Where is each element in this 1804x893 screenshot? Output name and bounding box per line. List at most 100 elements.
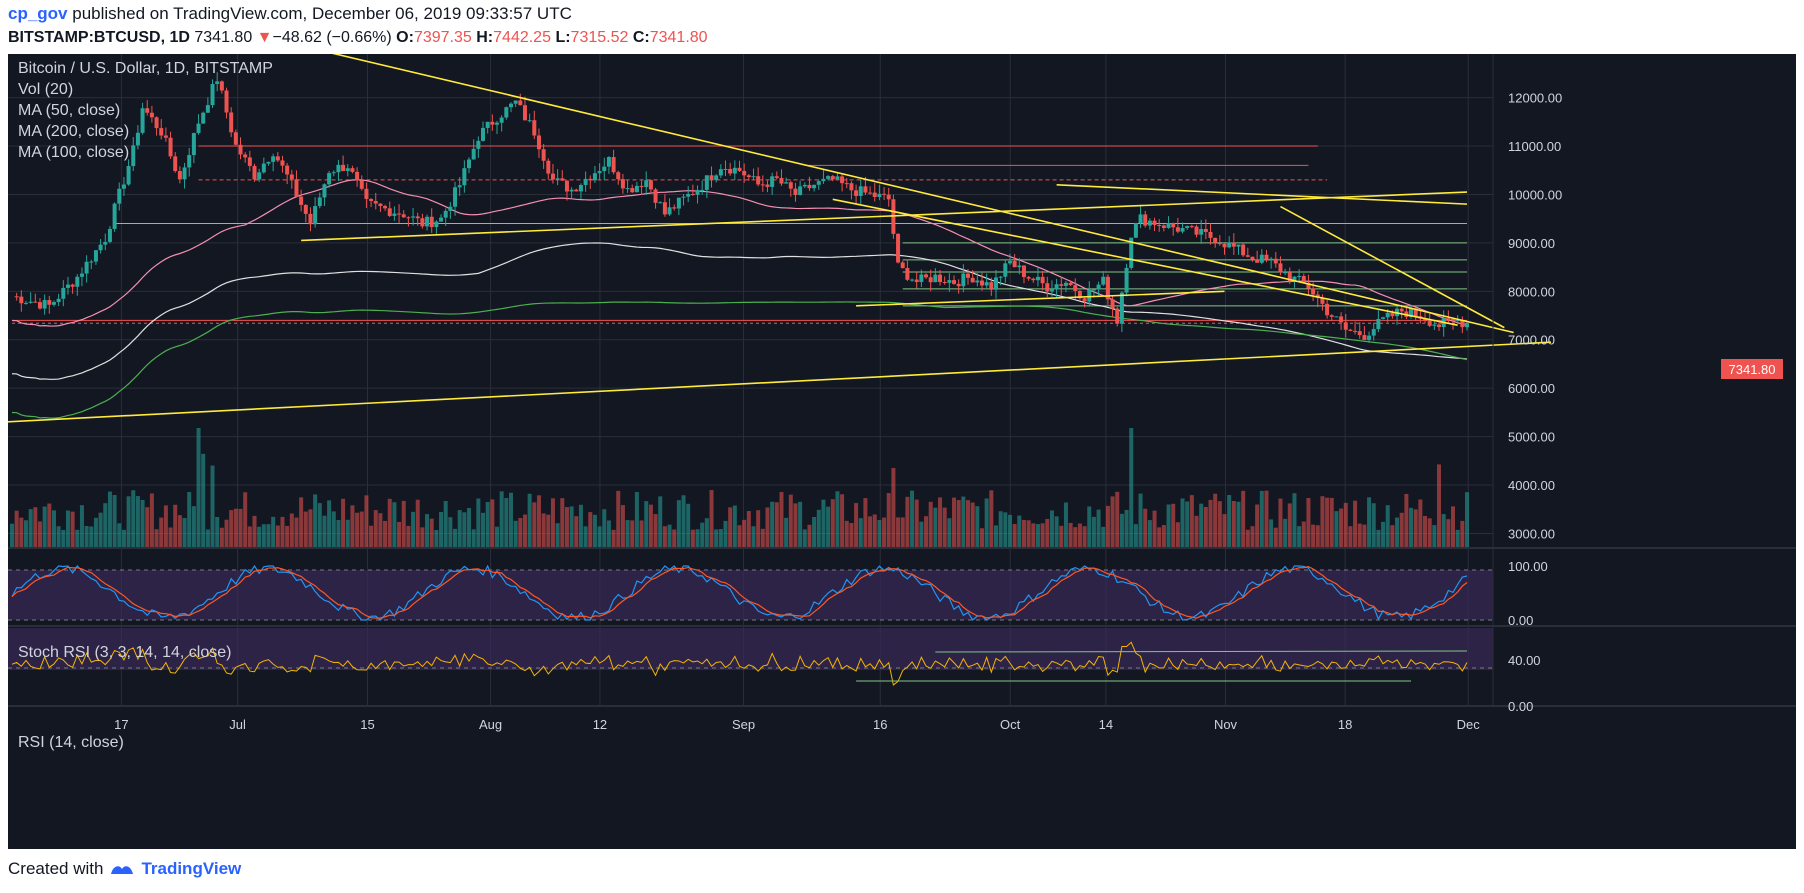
candle-body xyxy=(373,200,378,204)
candle-body xyxy=(61,287,66,299)
volume-bar xyxy=(238,508,243,548)
volume-bar xyxy=(872,514,877,548)
tradingview-link[interactable]: TradingView xyxy=(141,859,242,878)
volume-bar xyxy=(378,513,383,548)
trendlines[interactable] xyxy=(8,54,1551,423)
volume-bar xyxy=(980,528,984,548)
author-link[interactable]: cp_gov xyxy=(8,4,68,23)
candle-body xyxy=(1143,214,1148,226)
candle-body xyxy=(224,90,229,113)
candle-body xyxy=(1189,226,1194,228)
volume-bar xyxy=(131,490,136,548)
volume-bar xyxy=(331,511,336,548)
candle-body xyxy=(490,121,495,125)
price-tick-label: 4000.00 xyxy=(1508,478,1555,493)
candle-body xyxy=(453,187,458,207)
volume-bar xyxy=(639,520,644,548)
candle-body xyxy=(611,157,616,173)
candle-body xyxy=(1353,330,1358,332)
volume-bar xyxy=(42,506,47,548)
candle-body xyxy=(872,192,877,197)
candle-body xyxy=(592,173,597,181)
volume-bar xyxy=(257,526,262,548)
candle-body xyxy=(1339,316,1344,323)
candle-body xyxy=(896,233,901,263)
volume-bar xyxy=(882,517,887,548)
candle-body xyxy=(196,123,201,134)
volume-bar xyxy=(578,504,583,548)
volume-bar xyxy=(686,503,691,548)
volume-bar xyxy=(821,499,826,548)
volume-bar xyxy=(1213,493,1218,548)
candle-body xyxy=(266,161,271,164)
candle-body xyxy=(1259,254,1264,263)
long-term-support-line xyxy=(8,341,1551,423)
volume-bar xyxy=(163,505,168,548)
volume-bar xyxy=(261,524,266,548)
candle-body xyxy=(826,176,831,179)
volume-bar xyxy=(1166,504,1171,548)
candle-body xyxy=(154,117,159,129)
candle-body xyxy=(1129,237,1134,268)
volume-bar xyxy=(1385,505,1390,548)
volume-bar xyxy=(522,514,527,548)
volume-bar xyxy=(23,520,28,548)
volume-bar xyxy=(933,507,938,548)
candle-body xyxy=(103,241,108,245)
x-tick-label: 17 xyxy=(114,717,128,732)
candle-body xyxy=(569,189,574,192)
stoch-d-line xyxy=(11,565,1468,619)
volume-bar xyxy=(1026,520,1031,548)
volume-bar xyxy=(807,524,812,548)
price-tag-box xyxy=(1721,359,1783,379)
candle-body xyxy=(471,148,476,160)
candle-body xyxy=(765,184,770,187)
volume-bar xyxy=(938,497,943,548)
candle-body xyxy=(746,175,751,178)
candle-body xyxy=(336,164,341,173)
volume-bar xyxy=(737,525,742,548)
down-arrow-icon: ▼ xyxy=(256,29,273,46)
x-tick-label: 14 xyxy=(1099,717,1113,732)
candle-body xyxy=(187,155,192,168)
candle-body xyxy=(271,156,276,162)
candle-body xyxy=(121,184,126,189)
volume-bar xyxy=(1413,509,1418,548)
volume-bar xyxy=(1119,513,1124,548)
candle-body xyxy=(858,186,863,196)
candle-body xyxy=(1301,276,1306,283)
volume-bar xyxy=(10,523,14,548)
volume-bar xyxy=(355,512,360,548)
volume-bar xyxy=(1273,527,1278,548)
close-label: C: xyxy=(632,29,650,46)
volume-bar xyxy=(1138,493,1143,548)
candle-body xyxy=(816,181,821,185)
rsi-line xyxy=(11,641,1468,686)
volume-bar xyxy=(420,527,425,548)
volume-bar xyxy=(1115,491,1120,548)
price-chart[interactable]: 17 Jul 15 Aug 12 Sep 16 Oct 14 Nov 18 Dec 12000.00 11… xyxy=(8,54,1796,849)
candle-body xyxy=(1446,318,1451,320)
candle-body xyxy=(145,108,150,113)
legend-ma200: MA (200, close) xyxy=(18,123,130,140)
volume-bar xyxy=(79,505,84,548)
volume-bar xyxy=(107,491,112,548)
volume-bar xyxy=(779,492,784,548)
candle-body xyxy=(1180,228,1185,232)
candle-body xyxy=(299,196,304,205)
candle-body xyxy=(630,188,635,193)
candle-body xyxy=(723,168,728,170)
volume-bar xyxy=(676,500,681,548)
volume-bar xyxy=(690,529,695,548)
open-value: 7397.35 xyxy=(413,29,472,46)
candle-body xyxy=(168,137,173,157)
volume-bar xyxy=(1329,497,1334,548)
candle-body xyxy=(1040,276,1045,284)
candle-body xyxy=(1413,308,1418,317)
candle-body xyxy=(821,178,826,182)
volume-bar xyxy=(1339,508,1344,548)
volume-bar xyxy=(793,503,798,548)
candle-body xyxy=(1007,261,1012,264)
candle-body xyxy=(47,300,52,305)
candle-body xyxy=(849,183,854,191)
